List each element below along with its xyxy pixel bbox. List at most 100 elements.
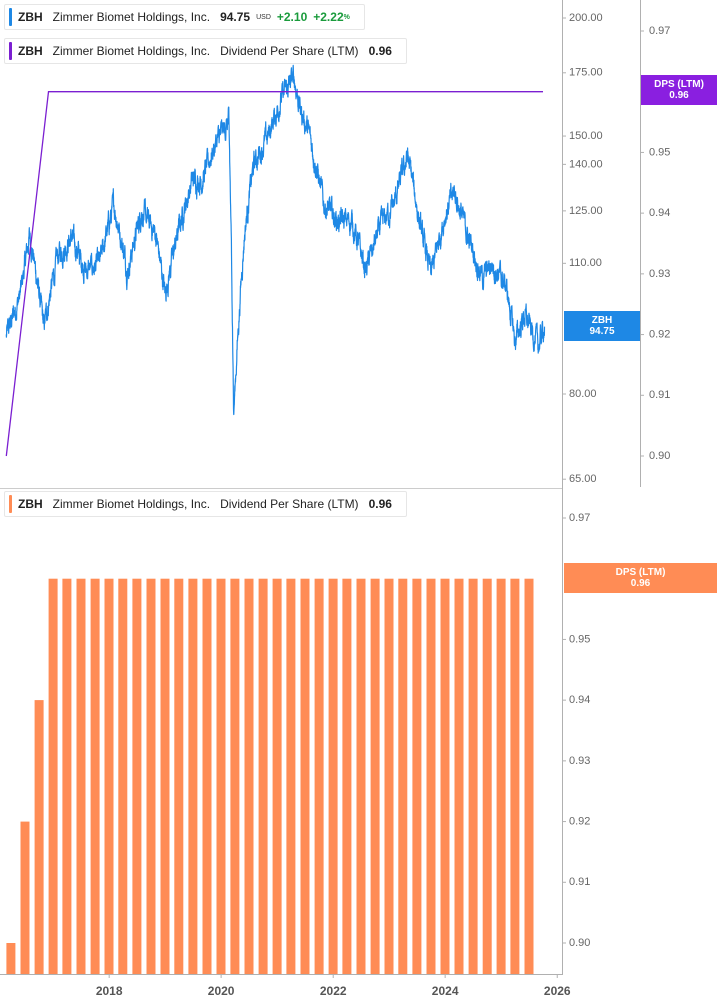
- legend-dps-value: 0.96: [368, 44, 392, 58]
- dps-bar: [188, 578, 198, 974]
- dps-bottom-tick-label: 0.94: [569, 694, 590, 706]
- badge-value: 94.75: [589, 326, 615, 337]
- price-tick-label: 80.00: [569, 388, 597, 400]
- dps-bottom-tick-label: 0.93: [569, 755, 590, 767]
- legend-symbol: ZBH: [18, 44, 43, 58]
- price-tick-label: 200.00: [569, 12, 603, 24]
- legend-change: +2.10: [276, 10, 308, 24]
- dps-bar: [174, 578, 184, 974]
- legend-metric: Dividend Per Share (LTM): [220, 497, 359, 511]
- price-tick-label: 125.00: [569, 205, 603, 217]
- dps-top-tick-label: 0.91: [649, 389, 670, 401]
- legend-price-value: 94.75: [220, 10, 251, 24]
- dps-bar: [90, 578, 100, 974]
- dps-bar: [398, 578, 408, 974]
- dps-bar: [384, 578, 394, 974]
- dps-bar: [510, 578, 520, 974]
- legend-company-name: Zimmer Biomet Holdings, Inc.: [52, 44, 211, 58]
- dps-bar: [482, 578, 492, 974]
- legend-company-name: Zimmer Biomet Holdings, Inc.: [52, 497, 211, 511]
- price-line: [5, 64, 546, 416]
- dps-bar: [440, 578, 450, 974]
- dps-bar: [244, 578, 254, 974]
- dps-bottom-tick-label: 0.97: [569, 512, 590, 524]
- dps-line: [5, 91, 543, 457]
- legend-dps-top: ZBH Zimmer Biomet Holdings, Inc. Dividen…: [4, 38, 407, 64]
- legend-change-pct: +2.22: [313, 10, 344, 24]
- dps-bar: [76, 578, 86, 974]
- legend-symbol: ZBH: [18, 497, 43, 511]
- dps-bar: [160, 578, 170, 974]
- dps-bar: [314, 578, 324, 974]
- dps-bar: [496, 578, 506, 974]
- badge-label: ZBH: [591, 315, 613, 326]
- dps-top-tick-label: 0.97: [649, 25, 670, 37]
- dps-bottom-tick-label: 0.95: [569, 633, 590, 645]
- dps-bar: [286, 578, 296, 974]
- zbh-price-badge: ZBH 94.75: [564, 311, 640, 341]
- legend-price: ZBH Zimmer Biomet Holdings, Inc. 94.75 U…: [4, 4, 365, 30]
- dps-bar: [524, 578, 534, 974]
- dps-bar-swatch: [9, 495, 12, 513]
- dps-bar: [342, 578, 352, 974]
- dps-bar: [20, 821, 30, 974]
- price-tick-label: 175.00: [569, 67, 603, 79]
- x-tick-label: 2026: [544, 984, 571, 998]
- dps-bars: [6, 578, 534, 974]
- dps-series: [5, 91, 543, 457]
- dps-top-tick-label: 0.95: [649, 146, 670, 158]
- dps-bar: [216, 578, 226, 974]
- dps-bar: [272, 578, 282, 974]
- dps-line-swatch: [9, 42, 12, 60]
- dps-bottom-tick-label: 0.91: [569, 876, 590, 888]
- dps-bar: [328, 578, 338, 974]
- legend-dps-value: 0.96: [368, 497, 392, 511]
- legend-metric: Dividend Per Share (LTM): [220, 44, 359, 58]
- legend-currency: USD: [256, 13, 271, 21]
- legend-pct-sign: %: [343, 13, 350, 21]
- dps-bar: [300, 578, 310, 974]
- dps-bar: [6, 943, 16, 974]
- badge-label: DPS (LTM): [654, 79, 704, 90]
- dps-bar: [426, 578, 436, 974]
- dps-top-tick-label: 0.93: [649, 268, 670, 280]
- legend-dps-bottom: ZBH Zimmer Biomet Holdings, Inc. Dividen…: [4, 491, 407, 517]
- dps-bar: [258, 578, 268, 974]
- badge-value: 0.96: [630, 578, 651, 589]
- dps-bar: [48, 578, 58, 974]
- dps-top-tick-label: 0.90: [649, 450, 670, 462]
- price-tick-label: 140.00: [569, 158, 603, 170]
- legend-company-name: Zimmer Biomet Holdings, Inc.: [52, 10, 211, 24]
- dps-bar: [132, 578, 142, 974]
- dps-bar: [370, 578, 380, 974]
- dps-bar: [468, 578, 478, 974]
- x-tick-label: 2024: [432, 984, 459, 998]
- dps-bottom-badge: DPS (LTM) 0.96: [564, 563, 717, 593]
- badge-label: DPS (LTM): [615, 567, 666, 578]
- price-series: [5, 64, 546, 416]
- dps-top-badge: DPS (LTM) 0.96: [641, 75, 717, 105]
- dps-bar: [118, 578, 128, 974]
- price-tick-label: 65.00: [569, 473, 597, 485]
- dps-bar: [146, 578, 156, 974]
- x-tick-label: 2022: [320, 984, 347, 998]
- dps-bar: [104, 578, 114, 974]
- dps-bar: [412, 578, 422, 974]
- dps-bottom-tick-label: 0.92: [569, 815, 590, 827]
- dps-top-tick-label: 0.92: [649, 328, 670, 340]
- price-tick-label: 110.00: [569, 257, 602, 269]
- axes: 65.00 80.00 110.00 125.00 140.00 150.00 175.00…: [0, 0, 670, 998]
- dps-bar: [34, 700, 44, 974]
- dps-bar: [230, 578, 240, 974]
- dps-bar: [202, 578, 212, 974]
- dps-bottom-tick-label: 0.90: [569, 937, 590, 949]
- dps-bar: [454, 578, 464, 974]
- dps-bar: [62, 578, 72, 974]
- price-swatch: [9, 8, 12, 26]
- price-tick-label: 150.00: [569, 130, 603, 142]
- x-tick-label: 2018: [96, 984, 123, 998]
- badge-value: 0.96: [669, 90, 689, 101]
- legend-symbol: ZBH: [18, 10, 43, 24]
- dps-top-tick-label: 0.94: [649, 207, 670, 219]
